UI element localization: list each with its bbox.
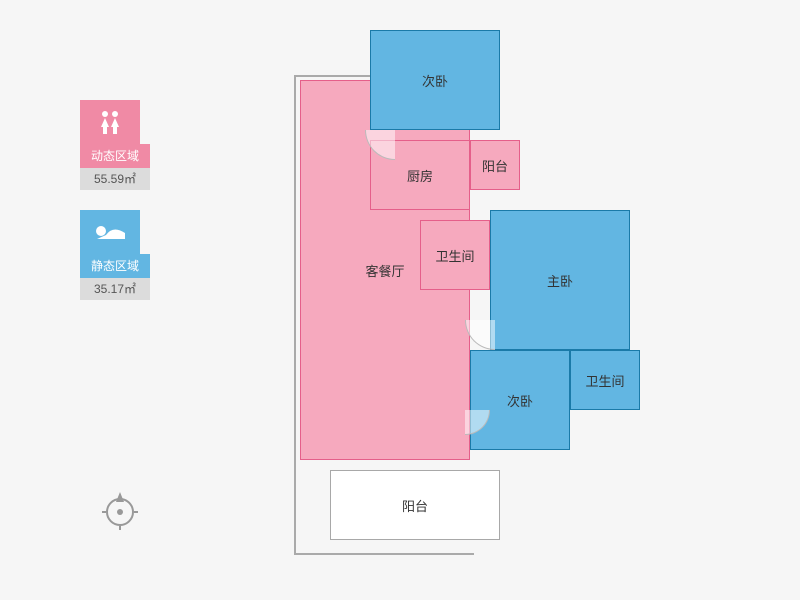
legend-static-label: 静态区域 — [80, 254, 150, 278]
room-label: 厨房 — [407, 166, 433, 185]
legend-dynamic: 动态区域 55.59㎡ — [80, 100, 150, 190]
room-bed2a: 次卧 — [370, 30, 500, 130]
people-icon — [80, 100, 140, 144]
room-label: 卫生间 — [435, 246, 474, 265]
room-label: 主卧 — [547, 271, 573, 290]
legend-static: 静态区域 35.17㎡ — [80, 210, 150, 300]
room-master: 主卧 — [490, 210, 630, 350]
room-bed2b: 次卧 — [470, 350, 570, 450]
room-label: 次卧 — [422, 71, 448, 90]
room-balcony1: 阳台 — [470, 140, 520, 190]
legend-dynamic-label: 动态区域 — [80, 144, 150, 168]
room-label: 客餐厅 — [365, 261, 404, 280]
room-label: 卫生间 — [585, 371, 624, 390]
room-bath2: 卫生间 — [570, 350, 640, 410]
room-balcony2: 阳台 — [330, 470, 500, 540]
room-label: 阳台 — [402, 496, 428, 515]
legend-dynamic-value: 55.59㎡ — [80, 168, 150, 190]
room-label: 阳台 — [482, 156, 508, 175]
legend-static-value: 35.17㎡ — [80, 278, 150, 300]
room-label: 次卧 — [507, 391, 533, 410]
floor-plan: 客餐厅厨房卫生间阳台阳台次卧主卧卫生间次卧 — [300, 20, 700, 580]
legend: 动态区域 55.59㎡ 静态区域 35.17㎡ — [80, 100, 150, 320]
compass-icon — [100, 490, 140, 535]
sleep-icon — [80, 210, 140, 254]
room-bath1: 卫生间 — [420, 220, 490, 290]
